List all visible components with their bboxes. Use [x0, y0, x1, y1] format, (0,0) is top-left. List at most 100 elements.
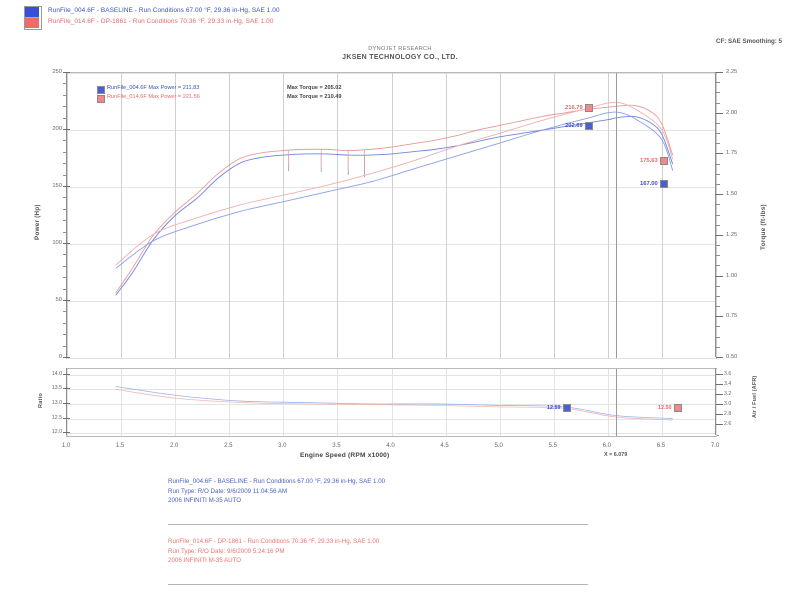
- torque-axis-line: [715, 72, 716, 357]
- afr-tick: [63, 432, 70, 434]
- legend-red-torque: Max Torque = 210.49: [287, 94, 342, 100]
- power-tick-label: 0: [58, 354, 62, 360]
- torque-tick: [716, 265, 720, 267]
- power-tick: [63, 277, 67, 279]
- grid-line-vertical: [67, 73, 68, 358]
- callout-value: 202.69: [565, 123, 583, 129]
- callout-marker-icon: [659, 180, 668, 188]
- afr-right-axis-line: [715, 368, 716, 435]
- afr-grid-line-v: [337, 369, 339, 436]
- torque-tick: [716, 82, 720, 84]
- torque-tick: [716, 72, 723, 73]
- power-tick: [63, 265, 67, 267]
- swatch-red: [25, 18, 39, 28]
- plot-curves: [115, 101, 674, 296]
- callout-marker-icon: [659, 157, 668, 165]
- power-tick: [63, 208, 67, 210]
- torque-tick-label: 1.00: [726, 272, 738, 279]
- afr-tick-label: 12.0: [51, 429, 62, 436]
- torque-tick: [716, 112, 723, 114]
- power-tick: [63, 220, 67, 222]
- power-tick: [63, 288, 67, 290]
- afr-secondary-axis-title: Air / Fuel (AFR): [752, 375, 758, 418]
- torque-tick: [716, 275, 723, 277]
- inline-legend-row-blue: RunFile_004.6F Max Power = 211.83 Max To…: [97, 85, 397, 94]
- power-tick-label: 250: [52, 69, 62, 75]
- afr-secondary-tick-label: 3.2: [724, 391, 732, 397]
- grid-line-horizontal: [67, 358, 716, 359]
- afr-tick-label: 13.0: [51, 399, 62, 406]
- grid-line-vertical: [553, 73, 555, 358]
- grid-line-vertical: [716, 73, 717, 358]
- engine-speed-tick-label: 2.0: [169, 443, 179, 449]
- top-legend-red-label: RunFile_014.6F - DP-1861 - Run Condition…: [48, 18, 274, 25]
- grid-line-vertical: [283, 73, 285, 358]
- torque-tick: [716, 336, 720, 338]
- afr-tick-label: 14.0: [51, 370, 62, 377]
- engine-speed-tick-label: 4.5: [440, 443, 449, 449]
- afr-plot: [66, 368, 717, 437]
- callout-value: 175.63: [640, 158, 658, 164]
- caption-dp1861-line2: Run Type: R/O Date: 9/6/2009 5:24:16 PM: [168, 547, 285, 555]
- xtick: [715, 435, 719, 436]
- afr-grid-line-v: [445, 369, 447, 436]
- afr-curves: [115, 386, 673, 421]
- cursor-line: [616, 73, 618, 358]
- inline-legend-row-red: RunFile_014.6F Max Power = 221.56 Max To…: [97, 94, 397, 103]
- torque-tick: [716, 234, 723, 236]
- afr-series: [115, 386, 673, 419]
- power-tick-label: 50: [55, 297, 62, 303]
- top-legend-blue-label: RunFile_004.6F - BASELINE - Run Conditio…: [48, 7, 280, 14]
- series-power: [115, 115, 674, 296]
- caption-baseline-line1: RunFile_004.6F - BASELINE - Run Conditio…: [168, 478, 386, 485]
- engine-speed-tick-label: 2.5: [224, 443, 233, 449]
- torque-tick: [716, 194, 723, 196]
- power-tick-label: 200: [52, 126, 62, 132]
- callout-torque-blue: 167.00: [640, 180, 668, 188]
- caption-baseline-line3: 2006 INFINITI M-35 AUTO: [168, 497, 242, 504]
- power-tick: [63, 334, 67, 336]
- torque-tick: [716, 306, 720, 308]
- afr-grid-line-v: [553, 369, 555, 436]
- afr-callout-value: 12.50: [658, 405, 672, 411]
- torque-tick: [716, 346, 720, 348]
- callout-afr-blue: 12.59: [547, 404, 571, 412]
- power-tick: [63, 94, 67, 96]
- grid-line-vertical: [607, 73, 609, 358]
- engine-speed-tick-label: 6.5: [656, 443, 666, 449]
- power-tick-label: 150: [52, 183, 62, 189]
- engine-speed-tick-label: 6.0: [602, 443, 611, 449]
- power-tick: [63, 117, 67, 119]
- power-axis-title: Power (Hp): [34, 204, 41, 240]
- power-tick: [63, 322, 67, 324]
- torque-tick: [716, 122, 720, 124]
- afr-secondary-tick: [716, 414, 723, 415]
- power-tick-label: 100: [52, 240, 62, 246]
- engine-speed-tick-label: 4.0: [386, 443, 395, 449]
- torque-tick: [716, 143, 720, 145]
- inline-legend: RunFile_004.6F Max Power = 211.83 Max To…: [97, 85, 397, 103]
- series-power: [115, 104, 674, 294]
- afr-secondary-tick: [716, 404, 723, 405]
- power-tick: [63, 300, 70, 301]
- afr-tick: [63, 402, 70, 404]
- power-tick: [63, 140, 67, 142]
- brand-company: JKSEN TECHNOLOGY CO., LTD.: [342, 54, 458, 61]
- callout-value: 216.79: [565, 105, 583, 111]
- afr-secondary-tick-label: 3.6: [724, 371, 732, 377]
- torque-axis-title: Torque (ft-lbs): [760, 204, 767, 250]
- torque-tick: [716, 316, 723, 318]
- engine-speed-axis-title: Engine Speed (RPM x1000): [300, 452, 390, 459]
- afr-secondary-tick: [716, 374, 723, 375]
- power-tick: [63, 345, 67, 347]
- afr-tick: [63, 388, 70, 390]
- afr-grid-line-v: [607, 369, 609, 436]
- grid-line-vertical: [229, 73, 231, 358]
- afr-secondary-tick: [716, 394, 723, 395]
- callout-power-blue: 202.69: [565, 122, 593, 130]
- correction-factor-label: CF: SAE Smoothing: 5: [716, 38, 782, 45]
- afr-grid-line-v: [499, 369, 501, 436]
- power-tick: [63, 311, 67, 313]
- power-tick: [63, 197, 67, 199]
- torque-tick: [716, 183, 720, 185]
